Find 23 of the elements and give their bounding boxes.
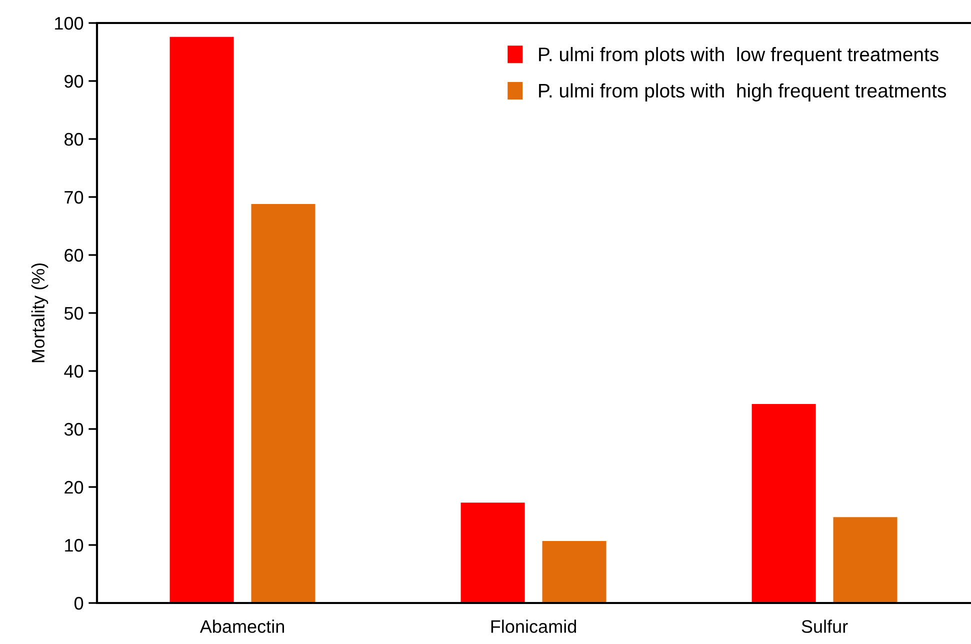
legend-label: P. ulmi from plots with high frequent treatments xyxy=(539,83,946,102)
x-tick-label: Flonicamid xyxy=(491,620,576,633)
x-tick-label: Sulfur xyxy=(802,620,848,633)
y-tick-label: 70 xyxy=(64,190,84,204)
bar xyxy=(170,36,234,603)
bar xyxy=(460,502,525,603)
bar xyxy=(752,404,816,603)
bar xyxy=(542,540,606,603)
y-tick-label: 50 xyxy=(64,306,84,320)
legend-label: P. ulmi from plots with low frequent treatments xyxy=(539,47,938,66)
y-tick-label: 30 xyxy=(64,422,84,436)
y-tick-label: 0 xyxy=(74,596,84,610)
y-tick-label: 40 xyxy=(64,364,84,378)
y-axis-title: Mortality (%) xyxy=(31,263,48,362)
bar xyxy=(833,517,898,603)
y-tick-label: 80 xyxy=(64,132,84,146)
y-tick-label: 60 xyxy=(64,248,84,262)
x-tick-label: Abamectin xyxy=(200,620,284,633)
y-tick-label: 10 xyxy=(65,538,84,552)
bar xyxy=(251,204,316,603)
y-tick-label: 100 xyxy=(55,16,84,30)
y-tick-label: 20 xyxy=(64,480,84,494)
y-tick-label: 90 xyxy=(64,74,84,88)
